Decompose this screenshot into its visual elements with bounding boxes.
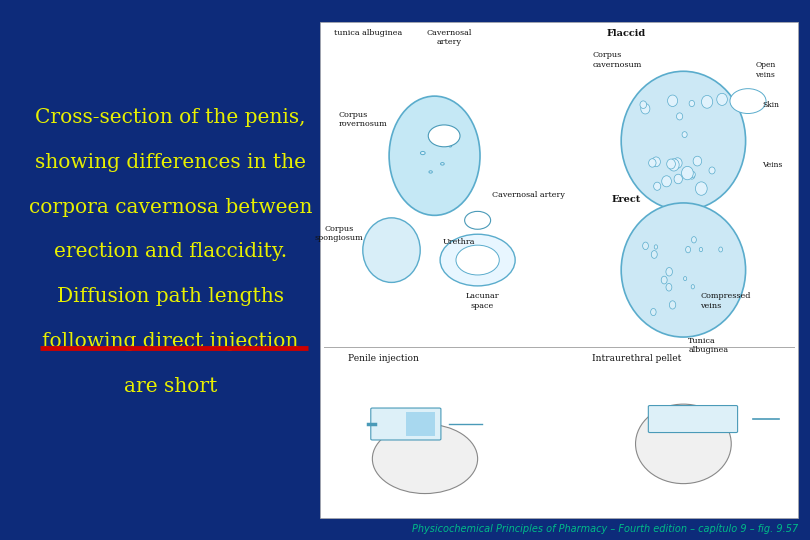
Circle shape — [465, 211, 491, 230]
Ellipse shape — [641, 104, 650, 114]
Ellipse shape — [673, 158, 682, 168]
Ellipse shape — [718, 247, 723, 252]
Text: Lacunar
space: Lacunar space — [466, 292, 499, 309]
Ellipse shape — [717, 93, 727, 105]
Ellipse shape — [640, 101, 646, 109]
Ellipse shape — [373, 424, 478, 494]
Ellipse shape — [668, 159, 679, 171]
Ellipse shape — [654, 182, 661, 190]
Ellipse shape — [681, 166, 693, 180]
Ellipse shape — [674, 174, 682, 184]
Ellipse shape — [669, 301, 676, 309]
Text: following direct injection: following direct injection — [42, 332, 299, 351]
Circle shape — [420, 151, 425, 154]
Ellipse shape — [666, 284, 671, 291]
Text: Corpus
rovernosum: Corpus rovernosum — [339, 111, 388, 128]
Text: Intraurethral pellet: Intraurethral pellet — [592, 354, 682, 363]
Circle shape — [429, 171, 433, 173]
Text: Compressed
veins: Compressed veins — [700, 292, 751, 309]
Ellipse shape — [685, 246, 691, 253]
Ellipse shape — [691, 285, 694, 289]
Ellipse shape — [690, 171, 695, 178]
Circle shape — [428, 125, 460, 147]
FancyBboxPatch shape — [320, 22, 798, 518]
Text: corpora cavernosa between: corpora cavernosa between — [29, 198, 313, 217]
Ellipse shape — [692, 237, 697, 243]
Text: Penile injection: Penile injection — [348, 354, 420, 363]
Text: Veins: Veins — [762, 161, 782, 168]
Text: Open
veins: Open veins — [755, 62, 775, 78]
Circle shape — [730, 89, 766, 113]
Ellipse shape — [667, 95, 678, 106]
Ellipse shape — [709, 167, 715, 174]
Text: Skin: Skin — [762, 101, 779, 109]
Ellipse shape — [689, 100, 694, 106]
FancyBboxPatch shape — [406, 411, 434, 436]
Ellipse shape — [667, 159, 676, 169]
Ellipse shape — [666, 267, 672, 276]
Ellipse shape — [651, 251, 657, 258]
FancyBboxPatch shape — [648, 406, 738, 433]
Ellipse shape — [682, 132, 687, 138]
Circle shape — [440, 234, 515, 286]
Ellipse shape — [642, 242, 649, 249]
Text: showing differences in the: showing differences in the — [35, 153, 306, 172]
Ellipse shape — [389, 96, 480, 215]
Circle shape — [441, 163, 444, 165]
Ellipse shape — [621, 203, 745, 337]
Ellipse shape — [636, 404, 731, 484]
Text: Corpus
cavernosum: Corpus cavernosum — [592, 51, 642, 69]
Ellipse shape — [621, 71, 745, 211]
Ellipse shape — [654, 245, 658, 249]
Ellipse shape — [696, 182, 707, 195]
Ellipse shape — [693, 156, 701, 166]
Ellipse shape — [701, 96, 713, 108]
Circle shape — [449, 145, 452, 147]
Text: Flaccid: Flaccid — [607, 29, 646, 38]
Ellipse shape — [699, 247, 702, 252]
Ellipse shape — [661, 276, 667, 284]
Ellipse shape — [363, 218, 420, 282]
Text: Erect: Erect — [612, 195, 641, 205]
Text: Physicochemical Principles of Pharmacy – Fourth edition – capítulo 9 – fig. 9.57: Physicochemical Principles of Pharmacy –… — [412, 523, 798, 534]
Text: Cross-section of the penis,: Cross-section of the penis, — [36, 108, 306, 127]
FancyBboxPatch shape — [371, 408, 441, 440]
Ellipse shape — [689, 172, 695, 179]
Text: Tunica
albuginea: Tunica albuginea — [688, 337, 728, 354]
Text: Cavernosal
artery: Cavernosal artery — [426, 29, 471, 46]
Text: erection and flaccidity.: erection and flaccidity. — [54, 242, 288, 261]
Text: are short: are short — [124, 377, 217, 396]
Ellipse shape — [676, 113, 683, 120]
Ellipse shape — [652, 157, 660, 167]
Text: Cavernosal artery: Cavernosal artery — [492, 191, 565, 199]
Ellipse shape — [649, 159, 656, 167]
Text: Urethra: Urethra — [442, 238, 475, 246]
Ellipse shape — [684, 276, 687, 281]
Text: Diffusion path lengths: Diffusion path lengths — [58, 287, 284, 306]
Text: tunica albuginea: tunica albuginea — [334, 29, 403, 37]
Ellipse shape — [662, 176, 671, 187]
Ellipse shape — [650, 308, 656, 315]
Circle shape — [456, 245, 499, 275]
Text: Corpus
spongiosum: Corpus spongiosum — [314, 225, 363, 242]
